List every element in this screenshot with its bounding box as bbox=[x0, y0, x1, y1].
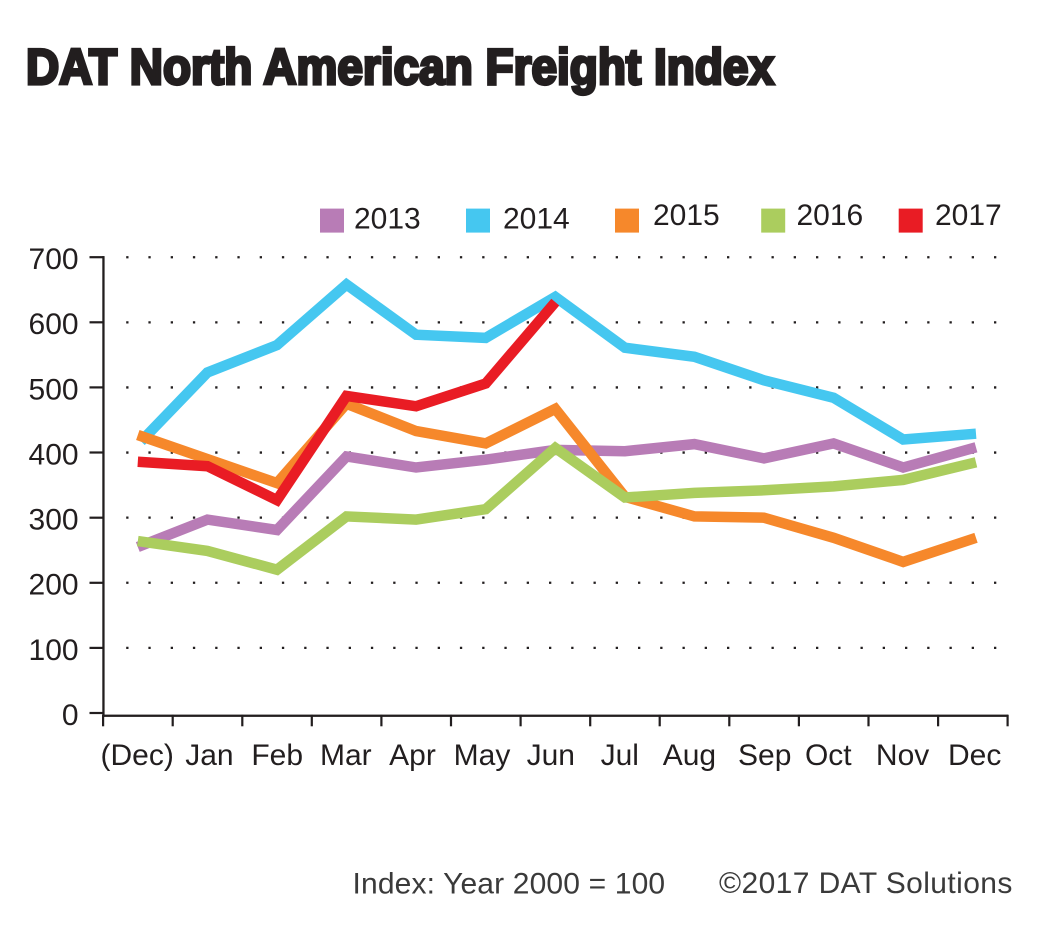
svg-text:300: 300 bbox=[29, 504, 79, 537]
svg-text:2015: 2015 bbox=[653, 199, 720, 232]
svg-text:Jan: Jan bbox=[185, 739, 233, 772]
svg-text:May: May bbox=[454, 739, 511, 772]
svg-text:2016: 2016 bbox=[797, 199, 864, 232]
svg-text:2017: 2017 bbox=[935, 199, 1002, 232]
svg-text:Nov: Nov bbox=[876, 739, 929, 772]
svg-text:100: 100 bbox=[29, 634, 79, 667]
svg-text:Jul: Jul bbox=[601, 739, 639, 772]
svg-text:0: 0 bbox=[62, 699, 79, 732]
svg-text:Apr: Apr bbox=[389, 739, 436, 772]
svg-text:Sep: Sep bbox=[738, 739, 791, 772]
svg-text:400: 400 bbox=[29, 438, 79, 471]
svg-text:(Dec): (Dec) bbox=[101, 739, 174, 772]
svg-text:Oct: Oct bbox=[805, 739, 852, 772]
svg-text:2013: 2013 bbox=[354, 203, 421, 236]
svg-text:200: 200 bbox=[29, 569, 79, 602]
svg-text:Aug: Aug bbox=[663, 739, 716, 772]
svg-text:Mar: Mar bbox=[320, 739, 372, 772]
svg-text:©2017 DAT Solutions: ©2017 DAT Solutions bbox=[719, 867, 1013, 900]
svg-text:Index: Year 2000 = 100: Index: Year 2000 = 100 bbox=[353, 868, 666, 901]
svg-text:Feb: Feb bbox=[251, 739, 303, 772]
svg-text:600: 600 bbox=[29, 308, 79, 341]
svg-text:700: 700 bbox=[29, 243, 79, 276]
svg-text:DAT North American Freight Ind: DAT North American Freight Index bbox=[26, 39, 774, 95]
svg-text:2014: 2014 bbox=[503, 203, 570, 236]
svg-text:Dec: Dec bbox=[948, 739, 1001, 772]
svg-text:Jun: Jun bbox=[527, 739, 575, 772]
svg-text:500: 500 bbox=[29, 373, 79, 406]
